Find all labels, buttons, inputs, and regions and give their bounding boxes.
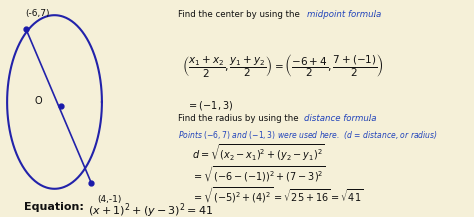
Text: midpoint formula: midpoint formula bbox=[307, 10, 381, 19]
Text: (4,-1): (4,-1) bbox=[97, 195, 121, 204]
Text: distance formula: distance formula bbox=[304, 114, 376, 123]
Text: (-6,7): (-6,7) bbox=[25, 10, 50, 18]
Text: Find the radius by using the: Find the radius by using the bbox=[178, 114, 301, 123]
Text: $\left(\dfrac{x_1+x_2}{2},\dfrac{y_1+y_2}{2}\right)=\left(\dfrac{-6+4}{2},\dfrac: $\left(\dfrac{x_1+x_2}{2},\dfrac{y_1+y_2… bbox=[182, 52, 384, 79]
Text: .: . bbox=[372, 10, 375, 19]
Text: $d = \sqrt{(x_2-x_1)^2+(y_2-y_1)^2}$: $d = \sqrt{(x_2-x_1)^2+(y_2-y_1)^2}$ bbox=[192, 143, 325, 163]
Text: $(x+1)^2+(y-3)^2=41$: $(x+1)^2+(y-3)^2=41$ bbox=[88, 202, 213, 217]
Text: Equation:: Equation: bbox=[24, 202, 83, 212]
Text: .: . bbox=[367, 114, 370, 123]
Text: $= (-1,3)$: $= (-1,3)$ bbox=[187, 99, 234, 112]
Text: O: O bbox=[34, 96, 42, 106]
Text: Points $(-6,7)$ and $(-1,3)$ were used here.  ($d$ = distance, or radius): Points $(-6,7)$ and $(-1,3)$ were used h… bbox=[178, 129, 438, 141]
Text: $= \sqrt{(-6-(-1))^2+(7-3)^2}$: $= \sqrt{(-6-(-1))^2+(7-3)^2}$ bbox=[192, 165, 326, 184]
Text: Find the center by using the: Find the center by using the bbox=[178, 10, 302, 19]
Text: $= \sqrt{(-5)^2+(4)^2} = \sqrt{25+16} = \sqrt{41}$: $= \sqrt{(-5)^2+(4)^2} = \sqrt{25+16} = … bbox=[192, 186, 364, 205]
